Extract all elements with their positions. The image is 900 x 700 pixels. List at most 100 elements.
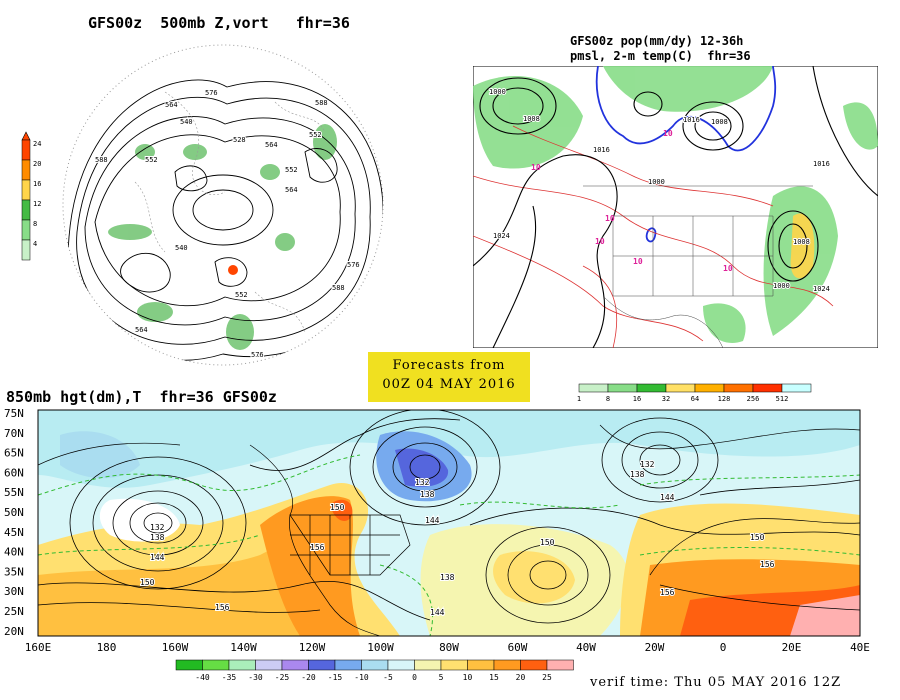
main-panel-title: 850mb hgt(dm),T fhr=36 GFS00z bbox=[6, 388, 277, 406]
main-colorbar-box bbox=[361, 659, 389, 671]
main-colorbar-box bbox=[255, 659, 283, 671]
polar-contour-label: 564 bbox=[265, 141, 278, 149]
height-label: 150 bbox=[140, 578, 155, 587]
longitude-label: 120W bbox=[299, 641, 326, 654]
polar-contour-labels: 576 588 564 552 540 528 552 564 588 540 576 564 552 5… bbox=[94, 88, 361, 360]
height-label: 138 bbox=[420, 490, 435, 499]
latitude-label: 20N bbox=[4, 625, 24, 638]
height-label: 138 bbox=[440, 573, 455, 582]
polar-panel-title: GFS00z 500mb Z,vort fhr=36 bbox=[88, 14, 350, 32]
main-colorbar-box bbox=[440, 659, 468, 671]
main-colorbar-tick: 20 bbox=[516, 673, 526, 682]
height-label: 156 bbox=[760, 560, 775, 569]
polar-colorbar: 24 20 16 12 8 4 bbox=[21, 131, 41, 261]
vorticity-shading bbox=[108, 124, 337, 350]
precip-temp-label: 10 bbox=[531, 163, 541, 172]
longitude-label: 60W bbox=[508, 641, 528, 654]
latitude-label: 35N bbox=[4, 565, 24, 578]
precip-temp-label: 10 bbox=[723, 264, 733, 273]
precip-colorbar-tick: 64 bbox=[691, 395, 699, 403]
polar-colorbar-tick: 8 bbox=[33, 220, 37, 228]
precip-isobar-label: 1016 bbox=[813, 160, 830, 168]
main-colorbar: -40 -35 -30 -25 -20 -15 -10 -5 0 5 10 15 20 25 bbox=[175, 659, 574, 682]
precip-isobar-label: 1000 bbox=[773, 282, 790, 290]
polar-contours bbox=[67, 79, 383, 361]
longitude-label: 0 bbox=[720, 641, 727, 654]
precip-temp-label: 10 bbox=[605, 214, 615, 223]
height-label: 132 bbox=[415, 478, 430, 487]
main-colorbar-box bbox=[467, 659, 495, 671]
polar-contour-label: 576 bbox=[205, 89, 218, 97]
polar-contour-label: 564 bbox=[285, 186, 298, 194]
precip-isobar-label: 1024 bbox=[813, 285, 830, 293]
main-colorbar-tick: 25 bbox=[542, 673, 552, 682]
main-colorbar-box bbox=[228, 659, 256, 671]
height-label: 144 bbox=[430, 608, 445, 617]
polar-contour-label: 564 bbox=[135, 326, 148, 334]
precip-colorbar-boxes: 1 8 16 32 64 128 256 512 bbox=[577, 383, 812, 403]
main-colorbar-tick: -40 bbox=[195, 673, 210, 682]
polar-colorbar-ticks: 24 20 16 12 8 4 bbox=[33, 140, 41, 248]
precip-colorbar-box bbox=[694, 383, 725, 393]
main-colorbar-tick: -20 bbox=[301, 673, 316, 682]
height-label: 132 bbox=[640, 460, 655, 469]
political-borders bbox=[583, 185, 813, 348]
main-colorbar-box bbox=[414, 659, 442, 671]
latitude-label: 25N bbox=[4, 605, 24, 618]
longitude-label: 20W bbox=[645, 641, 665, 654]
main-colorbar-tick: 0 bbox=[412, 673, 417, 682]
polar-contour-label: 552 bbox=[309, 131, 322, 139]
longitude-label: 40E bbox=[850, 641, 870, 654]
precip-colorbar-tick: 128 bbox=[718, 395, 731, 403]
main-colorbar-tick: -5 bbox=[383, 673, 393, 682]
main-colorbar-tick: -25 bbox=[275, 673, 290, 682]
polar-contour-label: 564 bbox=[165, 101, 178, 109]
longitude-label: 20E bbox=[782, 641, 802, 654]
colorbar-arrow-top bbox=[21, 131, 31, 141]
height-label: 156 bbox=[660, 588, 675, 597]
polar-boundary bbox=[62, 44, 384, 366]
precip-map: 1000 1008 1016 1024 1016 1008 1000 1008 1016 1024… bbox=[473, 66, 878, 348]
temperature-shading bbox=[38, 410, 860, 636]
polar-colorbar-tick: 16 bbox=[33, 180, 41, 188]
polar-contour-label: 540 bbox=[180, 118, 193, 126]
latitude-label: 75N bbox=[4, 407, 24, 420]
vorticity-max bbox=[228, 265, 238, 275]
polar-contour-label: 552 bbox=[145, 156, 158, 164]
latitude-label: 70N bbox=[4, 427, 24, 440]
longitude-label: 140W bbox=[230, 641, 257, 654]
precip-colorbar-tick: 16 bbox=[633, 395, 641, 403]
forecast-box-line2: 00Z 04 MAY 2016 bbox=[382, 377, 516, 392]
precip-isobar-label: 1000 bbox=[648, 178, 665, 186]
polar-colorbar-tick: 12 bbox=[33, 200, 41, 208]
polar-contour-label: 588 bbox=[332, 284, 345, 292]
main-colorbar-box bbox=[202, 659, 230, 671]
height-label: 144 bbox=[425, 516, 440, 525]
main-colorbar-box bbox=[387, 659, 415, 671]
precip-labels: 1000 1008 1016 1024 1016 1008 1000 1008 1016 1024… bbox=[488, 87, 831, 294]
polar-contour-label: 576 bbox=[251, 351, 264, 359]
longitude-label: 100W bbox=[367, 641, 394, 654]
main-colorbar-box bbox=[308, 659, 336, 671]
main-map: 1321381441501561321381441501561321381441… bbox=[4, 407, 870, 682]
polar-colorbar-tick: 4 bbox=[33, 240, 37, 248]
main-colorbar-box bbox=[281, 659, 309, 671]
polar-colorbar-tick: 24 bbox=[33, 140, 41, 148]
height-contours bbox=[38, 410, 860, 624]
height-label: 144 bbox=[150, 553, 165, 562]
precip-colorbar-tick: 512 bbox=[776, 395, 789, 403]
polar-colorbar-tick: 20 bbox=[33, 160, 41, 168]
latitude-label: 30N bbox=[4, 585, 24, 598]
latitude-label: 40N bbox=[4, 546, 24, 559]
precip-title-line1: GFS00z pop(mm/dy) 12-36h bbox=[570, 34, 744, 48]
precip-colorbar-tick: 8 bbox=[606, 395, 610, 403]
longitude-label: 40W bbox=[576, 641, 596, 654]
latitude-label: 55N bbox=[4, 486, 24, 499]
verif-time: verif time: Thu 05 MAY 2016 12Z bbox=[590, 675, 842, 690]
precip-isobar-label: 1008 bbox=[793, 238, 810, 246]
main-colorbar-tick: -10 bbox=[354, 673, 369, 682]
precip-heavy bbox=[790, 213, 815, 279]
precip-colorbar-box bbox=[723, 383, 754, 393]
main-colorbar-tick: -15 bbox=[328, 673, 343, 682]
height-label: 156 bbox=[310, 543, 325, 552]
